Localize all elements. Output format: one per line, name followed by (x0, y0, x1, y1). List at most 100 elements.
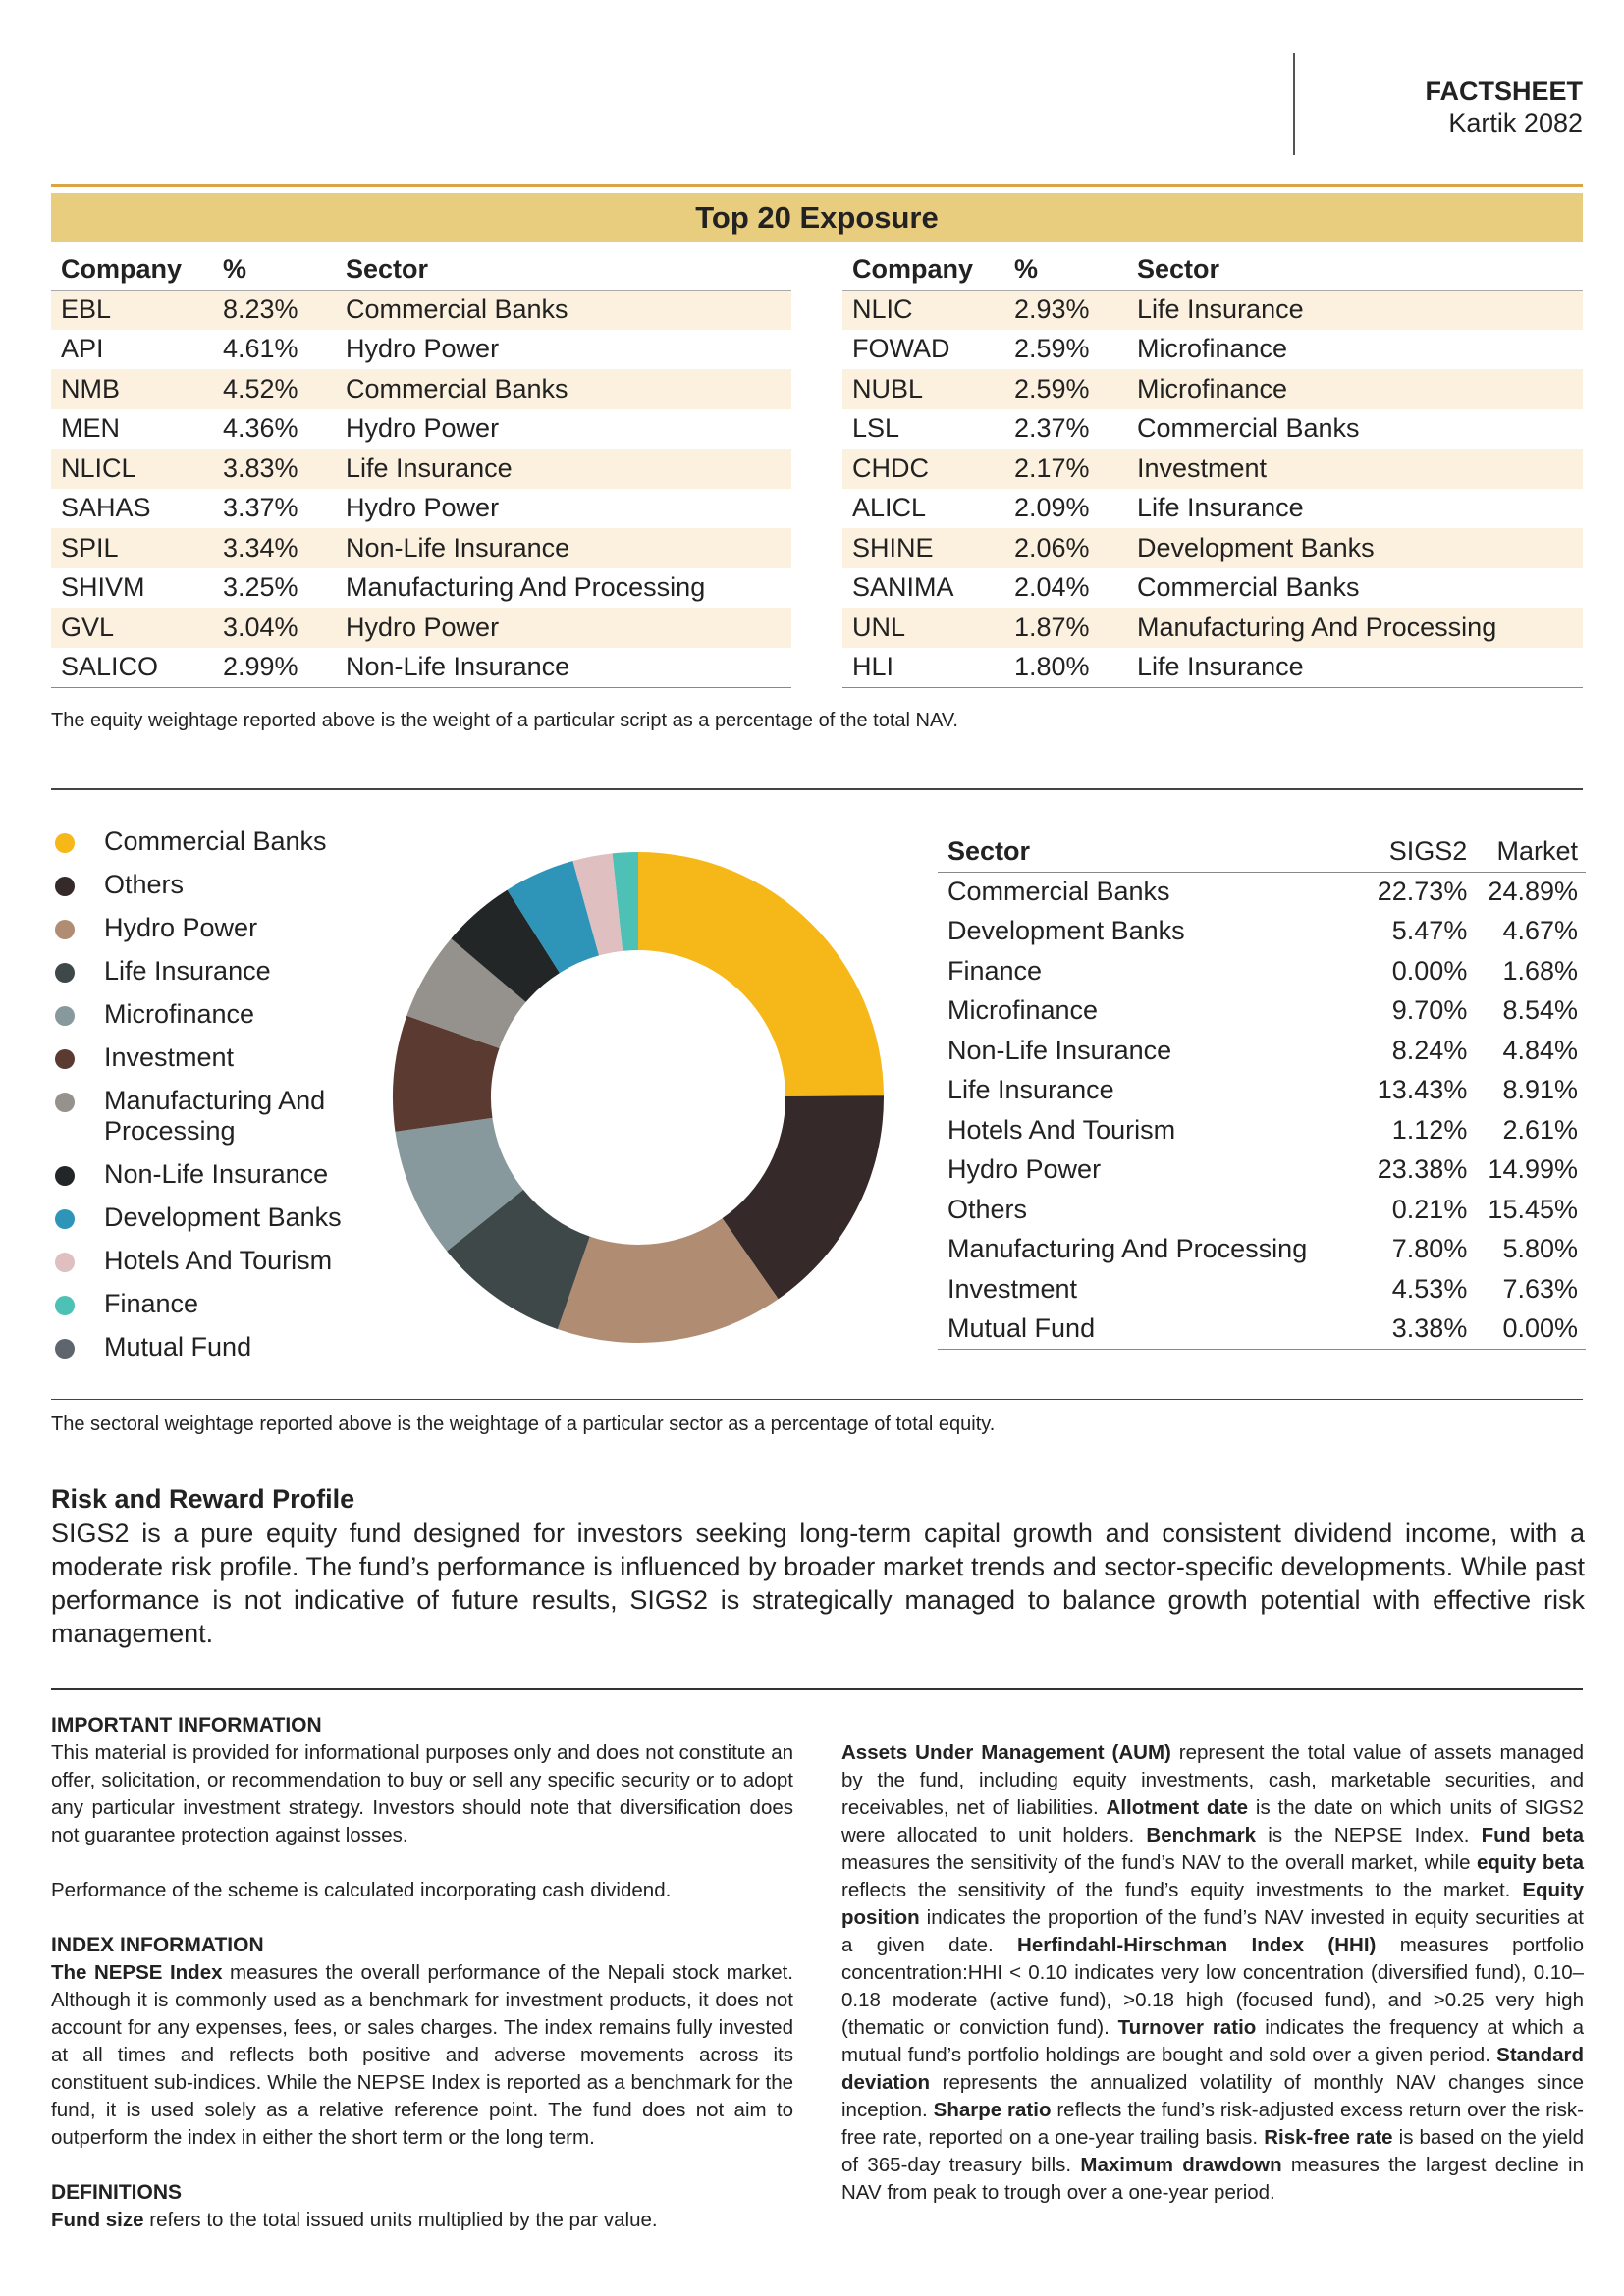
table-row: Non-Life Insurance 8.24% 4.84% (938, 1031, 1586, 1071)
company-cell: SHIVM (61, 572, 145, 603)
table-row: Mutual Fund 3.38% 0.00% (938, 1309, 1586, 1350)
donut-slice-investment (393, 1015, 500, 1132)
market-weight-cell: 8.91% (1502, 1075, 1578, 1105)
market-weight-cell: 15.45% (1488, 1194, 1578, 1224)
sector-cell: Microfinance (1127, 369, 1583, 409)
exposure-table-right: Company% Sector NLIC 2.93% Life Insurance FOW… (842, 250, 1583, 688)
company-cell: ALICL (852, 493, 927, 523)
table-row: Commercial Banks 22.73% 24.89% (938, 872, 1586, 912)
percent-cell: 4.61% (223, 334, 298, 364)
sector-cell: Hotels And Tourism (947, 1114, 1176, 1145)
important-heading: IMPORTANT INFORMATION (51, 1714, 322, 1736)
column-header: Sector (336, 250, 791, 291)
legend-item: Investment (51, 1042, 350, 1086)
legend-swatch-icon (55, 1093, 75, 1112)
legend-swatch-icon (55, 920, 75, 939)
table-row: NLIC 2.93% Life Insurance (842, 290, 1583, 330)
legend-label: Finance (104, 1289, 199, 1318)
column-header: Sector (1127, 250, 1583, 291)
column-header: Company (842, 250, 1004, 291)
fund-weight-cell: 0.00% (1391, 955, 1468, 986)
important-text: This material is provided for informatio… (51, 1741, 793, 1846)
fund-weight-cell: 8.24% (1391, 1035, 1468, 1065)
sector-cell: Life Insurance (1127, 290, 1583, 330)
sector-cell: Manufacturing And Processing (947, 1234, 1308, 1264)
legend-swatch-icon (55, 1296, 75, 1315)
table-row: SAHAS 3.37% Hydro Power (51, 489, 791, 529)
definition-text: is based on the yield of 365-day treasur… (841, 2126, 1584, 2176)
doc-period: Kartik 2082 (1448, 108, 1583, 137)
definition-term: Sharpe ratio (933, 2099, 1052, 2121)
table-row: NUBL 2.59% Microfinance (842, 369, 1583, 409)
donut-slice-commercial-banks (638, 852, 884, 1096)
sector-donut-chart (393, 852, 884, 1343)
percent-cell: 3.83% (213, 449, 336, 489)
fund-weight-cell: 22.73% (1377, 877, 1468, 906)
company-cell: API (61, 334, 104, 364)
table-row: Manufacturing And Processing 7.80% 5.80% (938, 1230, 1586, 1270)
index-body: measures the overall performance of the … (51, 1961, 793, 2149)
definition-text: indicates the frequency at which a mutua… (841, 2016, 1584, 2066)
table-row: API 4.61% Hydro Power (51, 330, 791, 370)
percent-cell: 3.37% (223, 493, 298, 523)
fund-weight-cell: 13.43% (1377, 1075, 1468, 1105)
market-weight-cell: 1.68% (1502, 955, 1578, 986)
exposure-note: The equity weightage reported above is t… (51, 710, 958, 731)
definition-term: Maximum drawdown (1080, 2154, 1282, 2176)
table-row: Investment 4.53% 7.63% (938, 1269, 1586, 1309)
legend-label: Life Insurance (104, 956, 271, 986)
legend-swatch-icon (55, 963, 75, 983)
legend-label: Manufacturing And Processing (104, 1086, 326, 1146)
donut-slice-manufacturing-and-processing (406, 938, 526, 1049)
definition-term: Turnover ratio (1117, 2016, 1257, 2039)
exposure-title: Top 20 Exposure (51, 193, 1583, 242)
column-header: Company (51, 250, 213, 291)
legend-swatch-icon (55, 1209, 75, 1229)
table-header: Company% Sector (842, 250, 1583, 291)
sector-cell: Hydro Power (336, 608, 791, 648)
donut-slice-finance (612, 852, 638, 951)
legend-item: Non-Life Insurance (51, 1159, 350, 1202)
sector-table: Sector SIGS2 Market Commercial Banks 22.73% 2… (938, 832, 1586, 1350)
fund-weight-cell: 5.47% (1391, 916, 1468, 946)
sector-cell: Commercial Banks (1137, 572, 1360, 603)
sector-cell: Manufacturing And Processing (1127, 608, 1583, 648)
percent-cell: 3.25% (223, 572, 298, 603)
legend-label: Hydro Power (104, 913, 258, 942)
sector-cell: Investment (1127, 449, 1583, 489)
definition-text: reflects the sensitivity of the fund’s e… (841, 1879, 1523, 1901)
sector-cell: Manufacturing And Processing (346, 572, 706, 603)
table-header: Sector SIGS2 Market (938, 832, 1586, 873)
donut-slice-life-insurance (447, 1189, 590, 1330)
definition-text: is the date on which units of SIGS2 were… (841, 1796, 1584, 1846)
market-weight-cell: 8.54% (1502, 995, 1578, 1026)
table-row: SALICO 2.99% Non-Life Insurance (51, 648, 791, 688)
table-row: Others 0.21% 15.45% (938, 1190, 1586, 1230)
legend-label: Development Banks (104, 1202, 342, 1232)
company-cell: MEN (61, 413, 120, 444)
sector-cell: Hydro Power (346, 334, 500, 364)
market-weight-cell: 7.63% (1502, 1273, 1578, 1304)
company-cell: SALICO (61, 652, 159, 681)
legend-label: Commercial Banks (104, 827, 327, 856)
sector-cell: Life Insurance (1137, 493, 1304, 523)
percent-cell: 2.37% (1014, 413, 1090, 444)
chart-legend: Commercial Banks Others Hydro Power Life In… (51, 827, 350, 1375)
fund-weight-cell: 9.70% (1391, 995, 1468, 1026)
percent-cell: 2.04% (1014, 572, 1090, 603)
legend-swatch-icon (55, 1339, 75, 1359)
table-row: FOWAD 2.59% Microfinance (842, 330, 1583, 370)
company-cell: NLICL (51, 449, 213, 489)
percent-cell: 2.99% (223, 652, 298, 681)
sector-cell: Commercial Banks (336, 369, 791, 409)
info-left-column: IMPORTANT INFORMATION This material is p… (51, 1712, 793, 2234)
definition-text: reflects the fund’s risk-adjusted excess… (841, 2099, 1584, 2149)
sector-cell: Others (947, 1194, 1028, 1224)
fund-weight-cell: 0.21% (1391, 1194, 1468, 1224)
sector-note: The sectoral weightage reported above is… (51, 1414, 996, 1435)
table-row: NMB 4.52% Commercial Banks (51, 369, 791, 409)
definition-term: Allotment date (1106, 1796, 1249, 1819)
legend-item: Hotels And Tourism (51, 1246, 350, 1289)
table-row: EBL 8.23% Commercial Banks (51, 290, 791, 330)
legend-item: Mutual Fund (51, 1332, 350, 1375)
